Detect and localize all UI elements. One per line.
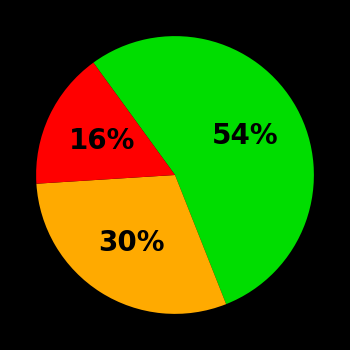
Text: 54%: 54% bbox=[212, 122, 279, 150]
Wedge shape bbox=[93, 36, 314, 304]
Wedge shape bbox=[36, 63, 175, 184]
Text: 16%: 16% bbox=[69, 127, 135, 155]
Wedge shape bbox=[36, 175, 226, 314]
Text: 30%: 30% bbox=[99, 229, 165, 257]
